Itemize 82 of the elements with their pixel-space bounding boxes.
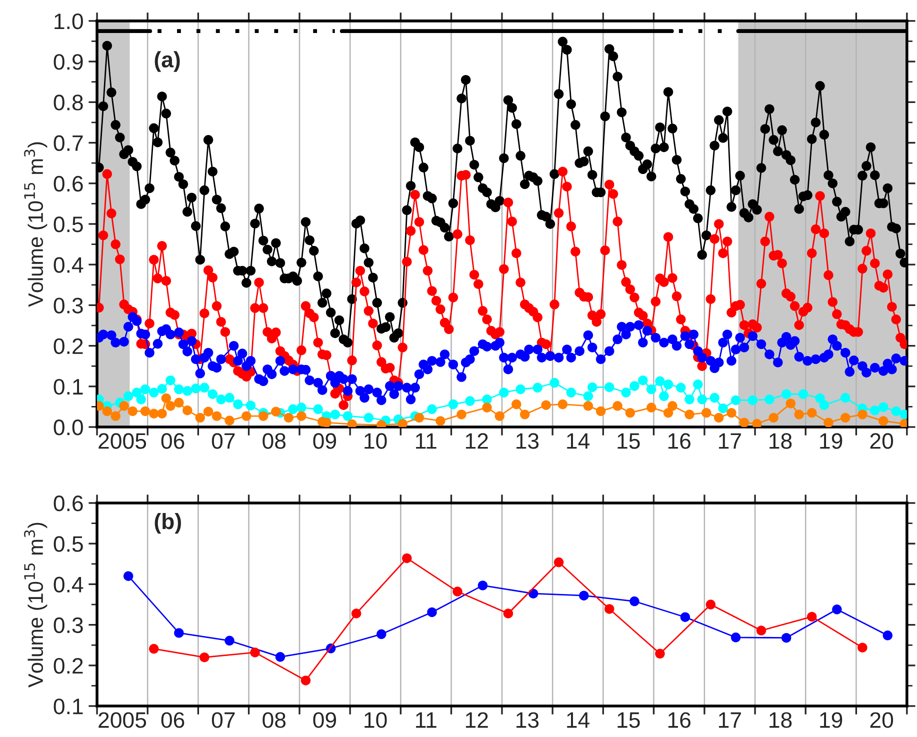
point [806, 612, 817, 622]
y-tick-label: 0.4 [54, 576, 84, 592]
point [503, 608, 514, 618]
x-tick-label: 18 [770, 712, 792, 728]
point [402, 553, 412, 564]
x-tick-label: 14 [567, 712, 590, 728]
y-tick-label: 0.1 [54, 698, 83, 714]
x-tick-label: 06 [161, 712, 184, 728]
x-tick-label: 15 [618, 433, 640, 449]
point [275, 652, 286, 662]
point [680, 612, 690, 622]
y-tick-label: 0.5 [54, 216, 83, 232]
y-axis-title: Volume (10$^{15}$ m$^{3}$) [24, 142, 48, 307]
y-tick-label: 0.8 [54, 94, 83, 110]
x-tick-label: 2005 [98, 712, 146, 728]
x-tick-label: 10 [364, 433, 387, 449]
point [858, 642, 868, 652]
x-tick-label: 20 [870, 433, 894, 449]
y-tick-label: 0.5 [54, 536, 83, 552]
x-tick-label: 11 [416, 433, 436, 449]
x-tick-label: 10 [364, 712, 387, 728]
y-tick-label: 0.3 [54, 617, 83, 634]
y-tick-label: 1.0 [54, 13, 83, 30]
y-axis-title: Volume (10$^{15}$ m$^{3}$) [24, 522, 48, 688]
point [478, 580, 488, 590]
point [123, 571, 134, 581]
x-tick-label: 13 [516, 433, 539, 449]
x-tick-label: 14 [567, 433, 590, 449]
x-tick-label: 20 [870, 712, 894, 728]
point [579, 590, 589, 600]
x-tick-label: 18 [770, 433, 792, 449]
point [174, 628, 184, 638]
x-tick-label: 17 [719, 712, 741, 728]
point [554, 557, 564, 568]
point [148, 644, 159, 654]
x-tick-label: 08 [262, 433, 286, 449]
y-tick-label: 0.2 [54, 338, 83, 354]
x-tick-label: 19 [820, 433, 842, 449]
x-tick-label: 11 [416, 712, 436, 728]
y-tick-label: 0.6 [54, 176, 83, 192]
point [452, 586, 462, 596]
point [427, 607, 437, 618]
x-tick-label: 12 [466, 712, 488, 728]
point [351, 608, 362, 618]
point [756, 626, 766, 636]
annotation: (a) [154, 51, 180, 72]
point [832, 604, 842, 614]
point [376, 629, 386, 640]
x-tick-label: 07 [212, 712, 235, 728]
point [224, 636, 234, 646]
y-tick-label: 0.4 [54, 257, 84, 273]
y-tick-label: 0.9 [54, 54, 83, 70]
x-tick-label: 19 [820, 712, 842, 728]
x-tick-label: 08 [262, 712, 286, 728]
y-tick-label: 0.0 [54, 420, 83, 436]
x-tick-label: 15 [618, 712, 640, 728]
x-tick-label: 2005 [98, 433, 146, 449]
y-tick-label: 0.1 [54, 378, 83, 395]
point [300, 676, 311, 686]
point [706, 600, 716, 610]
y-tick-label: 0.6 [54, 496, 83, 512]
annotation: (b) [154, 512, 181, 534]
x-tick-label: 09 [313, 712, 336, 728]
x-tick-label: 16 [668, 712, 690, 728]
y-tick-label: 0.7 [54, 135, 83, 152]
x-tick-label: 06 [161, 433, 184, 449]
x-tick-label: 07 [212, 433, 235, 449]
x-tick-label: 12 [466, 433, 488, 449]
point [730, 632, 741, 642]
point [655, 648, 665, 659]
y-tick-label: 0.3 [54, 298, 83, 314]
point [882, 630, 893, 640]
point [604, 604, 614, 614]
x-tick-label: 09 [313, 433, 336, 449]
point [200, 652, 210, 662]
point [630, 596, 640, 606]
x-tick-label: 17 [719, 433, 741, 449]
x-tick-label: 16 [668, 433, 690, 449]
y-tick-label: 0.2 [54, 658, 83, 674]
x-tick-label: 13 [516, 712, 539, 728]
point [781, 632, 792, 643]
point [250, 648, 260, 658]
